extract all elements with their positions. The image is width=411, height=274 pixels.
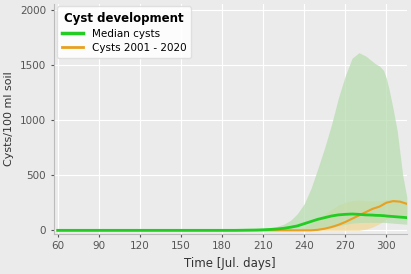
Legend: Median cysts, Cysts 2001 - 2020: Median cysts, Cysts 2001 - 2020 — [57, 7, 192, 58]
X-axis label: Time [Jul. days]: Time [Jul. days] — [185, 257, 276, 270]
Y-axis label: Cysts/100 ml soil: Cysts/100 ml soil — [4, 72, 14, 166]
